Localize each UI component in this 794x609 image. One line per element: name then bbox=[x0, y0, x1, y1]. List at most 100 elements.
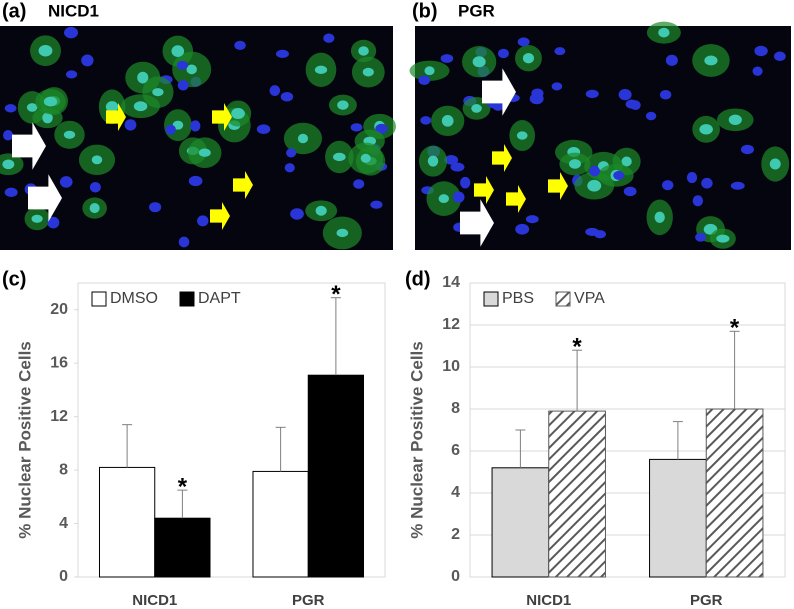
nucleus bbox=[665, 54, 678, 66]
bar bbox=[98, 466, 156, 578]
nucleus bbox=[149, 202, 162, 213]
legend-label: DAPT bbox=[198, 290, 241, 307]
nucleus bbox=[658, 27, 670, 38]
y-tick-label: 6 bbox=[451, 442, 460, 459]
nucleus bbox=[516, 131, 528, 140]
nucleus bbox=[427, 155, 439, 167]
nucleus bbox=[26, 103, 38, 112]
x-tick-label: PGR bbox=[690, 592, 723, 609]
cells bbox=[0, 21, 790, 250]
nucleus bbox=[728, 114, 742, 125]
arrow bbox=[212, 103, 232, 131]
plot-frame bbox=[77, 282, 386, 578]
nucleus bbox=[645, 111, 657, 121]
image-title: PGR bbox=[458, 1, 495, 20]
nucleus bbox=[418, 75, 430, 86]
y-tick-label: 10 bbox=[442, 358, 460, 375]
y-tick-label: 0 bbox=[451, 568, 460, 585]
nucleus bbox=[515, 223, 530, 235]
nucleus bbox=[290, 208, 304, 220]
nucleus bbox=[59, 176, 73, 188]
arrow bbox=[12, 122, 46, 170]
nucleus bbox=[662, 180, 674, 191]
nucleus bbox=[498, 48, 509, 59]
nucleus bbox=[752, 66, 763, 76]
nucleus bbox=[333, 152, 346, 162]
nucleus bbox=[623, 186, 637, 197]
nucleus bbox=[178, 236, 190, 248]
nucleus bbox=[323, 33, 335, 43]
y-tick-label: 8 bbox=[451, 400, 460, 417]
nucleus bbox=[4, 104, 17, 113]
nucleus bbox=[231, 107, 245, 119]
image-title: NICD1 bbox=[48, 1, 99, 20]
nucleus bbox=[460, 176, 471, 189]
arrow bbox=[548, 172, 568, 200]
y-tick-label: 16 bbox=[50, 354, 68, 371]
nucleus bbox=[171, 45, 185, 58]
panel-label: (b) bbox=[412, 0, 438, 22]
nucleus bbox=[256, 124, 271, 135]
nucleus bbox=[38, 44, 53, 57]
plot-frame bbox=[469, 282, 786, 578]
y-tick-label: 2 bbox=[451, 526, 460, 543]
arrow bbox=[506, 185, 526, 213]
arrow bbox=[474, 176, 494, 204]
nucleus bbox=[353, 179, 365, 189]
nucleus bbox=[438, 194, 450, 204]
nucleus bbox=[594, 230, 606, 239]
arrow bbox=[492, 144, 512, 172]
nucleus bbox=[4, 187, 18, 198]
x-tick-label: NICD1 bbox=[132, 592, 177, 609]
arrow bbox=[210, 202, 230, 230]
nucleus bbox=[137, 71, 149, 84]
y-tick-label: 8 bbox=[59, 461, 68, 478]
y-tick-label: 4 bbox=[59, 515, 68, 532]
nucleus bbox=[452, 191, 465, 203]
bar bbox=[705, 408, 764, 578]
nucleus bbox=[701, 177, 713, 189]
x-tick-label: PGR bbox=[292, 592, 325, 609]
y-axis-label: % Nuclear Positive Cells bbox=[15, 341, 34, 538]
arrow bbox=[233, 171, 253, 199]
nucleus bbox=[450, 162, 465, 172]
nucleus bbox=[659, 89, 672, 100]
nucleus bbox=[424, 66, 435, 76]
nucleus bbox=[64, 26, 79, 39]
y-tick-label: 12 bbox=[50, 408, 68, 425]
nucleus bbox=[197, 215, 209, 227]
arrow bbox=[460, 199, 494, 247]
nucleus bbox=[336, 228, 349, 238]
bar bbox=[154, 517, 211, 578]
nucleus bbox=[621, 156, 632, 167]
nucleus bbox=[314, 65, 328, 74]
nucleus bbox=[89, 203, 100, 214]
nucleus bbox=[420, 116, 432, 125]
nucleus bbox=[730, 181, 745, 190]
nucleus bbox=[177, 80, 189, 91]
nucleus bbox=[471, 104, 482, 113]
bar bbox=[548, 410, 606, 578]
nucleus bbox=[124, 119, 137, 131]
nucleus bbox=[444, 155, 459, 165]
nucleus bbox=[190, 120, 201, 132]
significance-mark: * bbox=[178, 473, 188, 500]
legend-label: PBS bbox=[502, 290, 534, 307]
nucleus bbox=[350, 123, 363, 132]
nucleus bbox=[585, 89, 599, 99]
nucleus bbox=[740, 144, 754, 155]
nucleus bbox=[47, 216, 60, 229]
nucleus bbox=[63, 130, 76, 139]
panel-label: (a) bbox=[2, 0, 26, 22]
significance-mark: * bbox=[730, 315, 740, 342]
nucleus bbox=[275, 49, 290, 59]
nucleus bbox=[375, 123, 388, 134]
nucleus bbox=[704, 55, 718, 66]
nucleus bbox=[370, 200, 383, 209]
arrow bbox=[106, 103, 126, 131]
nucleus bbox=[105, 101, 119, 113]
nucleus bbox=[773, 51, 786, 62]
nucleus bbox=[89, 182, 101, 193]
legend-swatch bbox=[179, 291, 195, 307]
bar bbox=[252, 470, 309, 578]
